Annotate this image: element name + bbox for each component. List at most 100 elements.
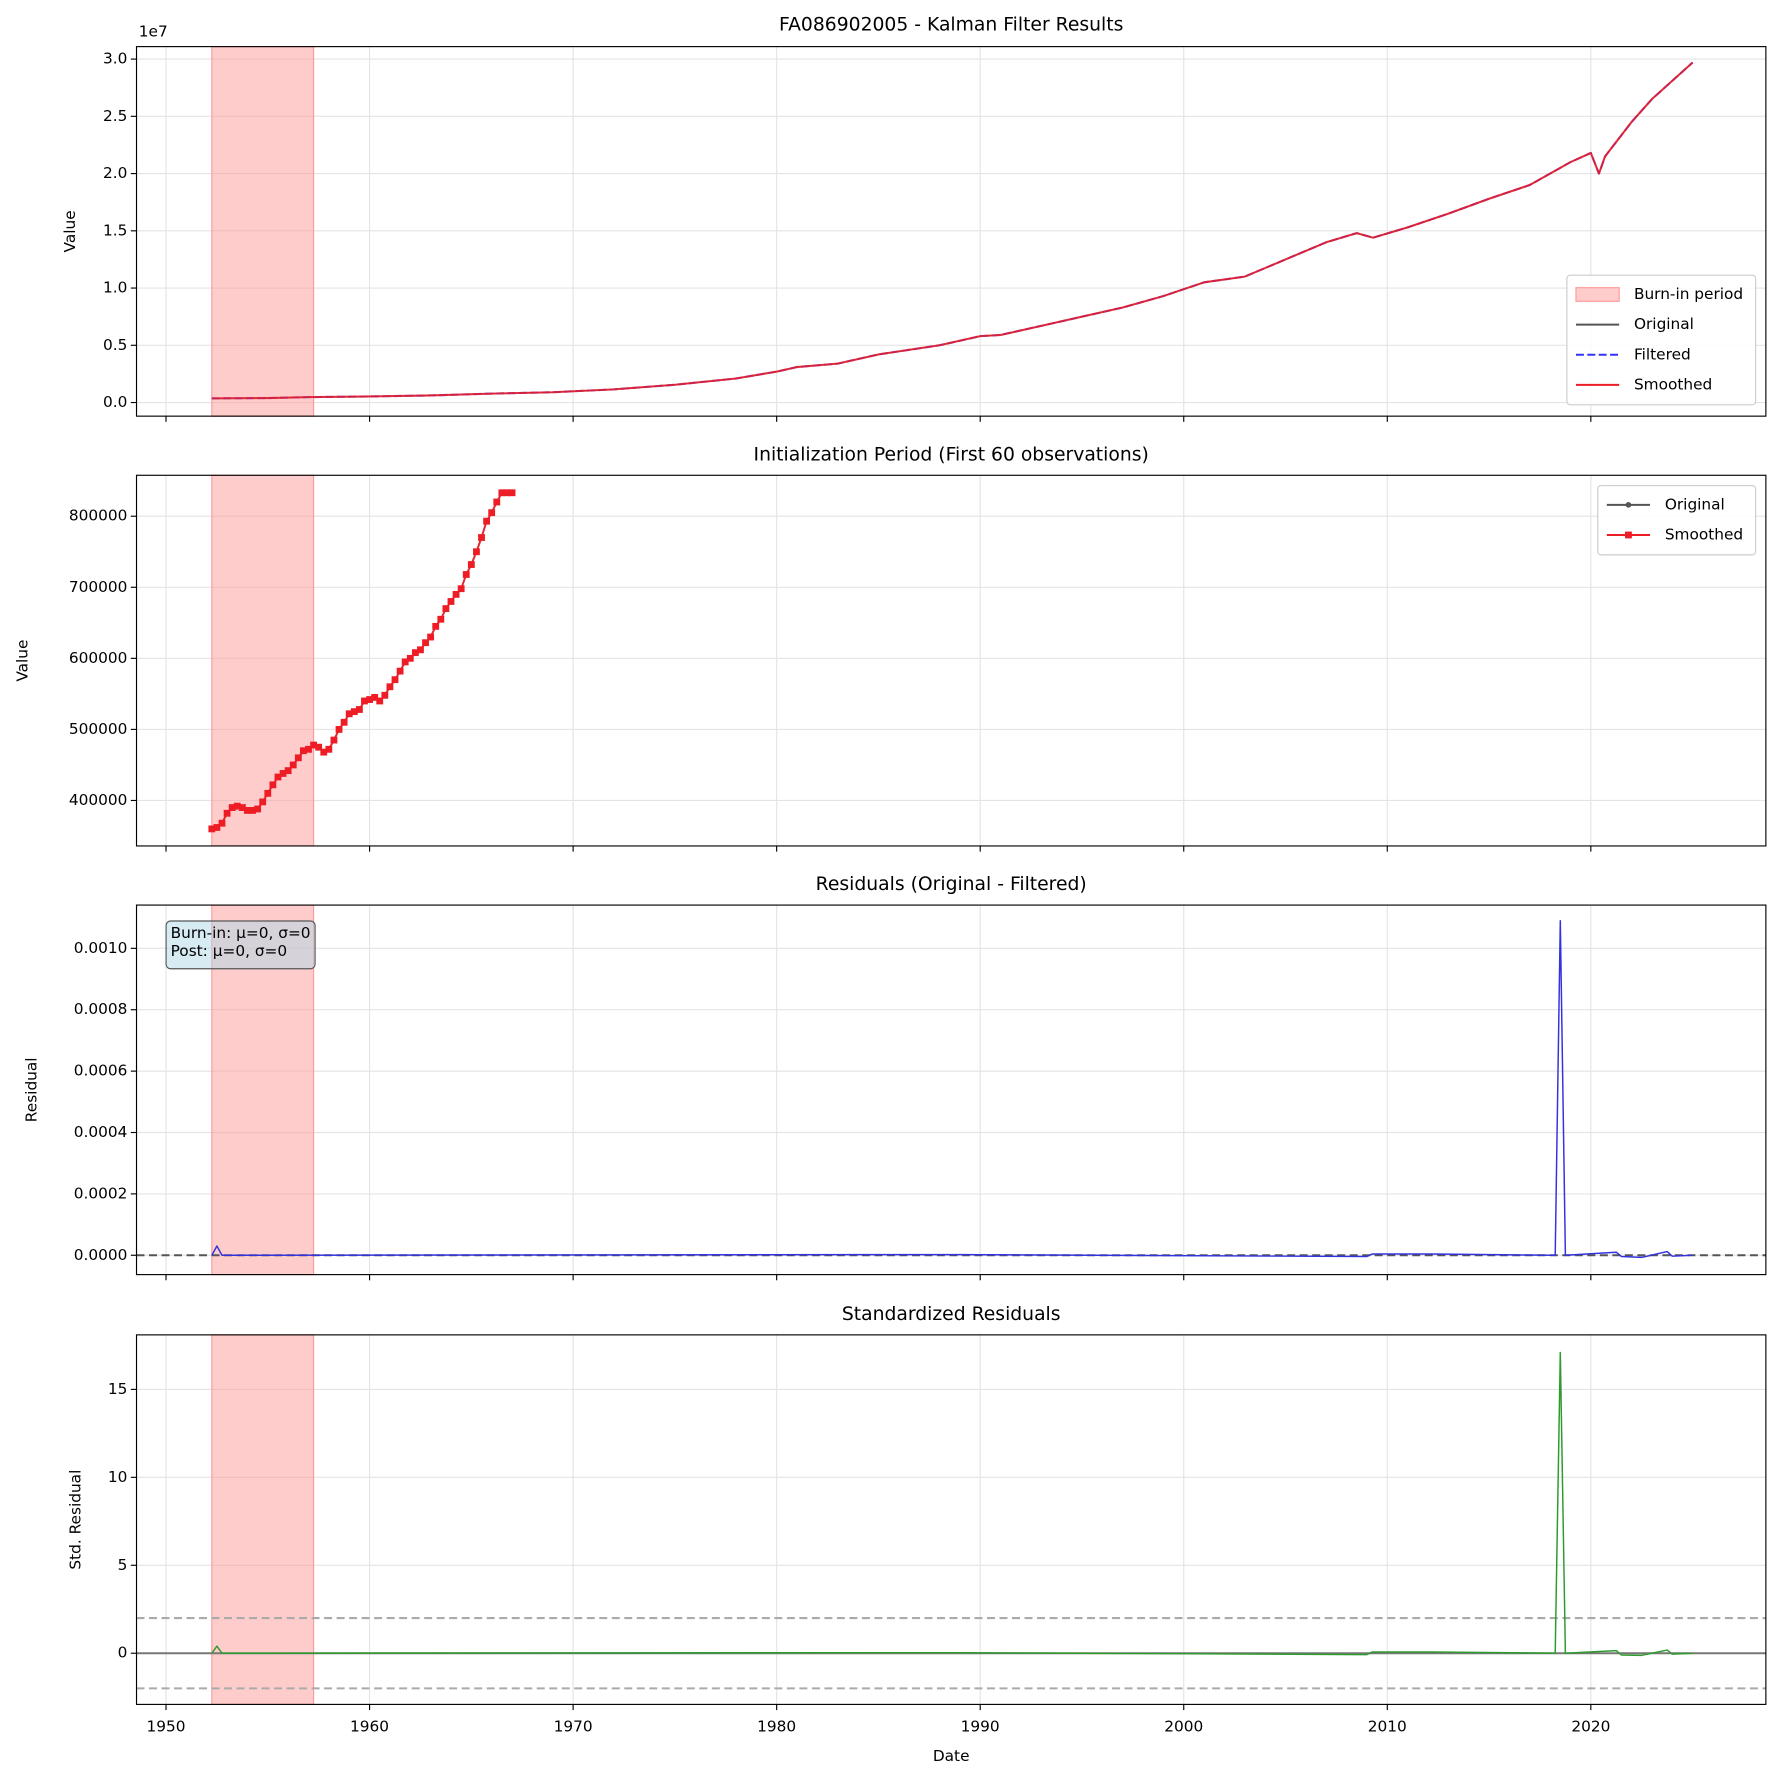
x-tick-label: 2010 bbox=[1368, 1718, 1407, 1736]
legend-label: Filtered bbox=[1634, 345, 1691, 363]
marker bbox=[366, 696, 373, 703]
marker bbox=[355, 706, 363, 713]
y-tick-label: 2.0 bbox=[103, 164, 127, 182]
data-line bbox=[211, 1351, 1693, 1657]
x-tick-label: 1990 bbox=[961, 1718, 1000, 1736]
marker bbox=[223, 809, 231, 817]
marker bbox=[432, 622, 440, 630]
marker bbox=[508, 489, 516, 497]
marker bbox=[371, 694, 379, 701]
annotation-text: Burn-in: μ=0, σ=0 bbox=[171, 924, 311, 942]
marker bbox=[284, 767, 292, 775]
y-tick-label: 0.5 bbox=[103, 336, 127, 354]
marker bbox=[467, 561, 475, 568]
marker bbox=[345, 710, 353, 718]
marker bbox=[411, 649, 419, 657]
marker bbox=[274, 773, 282, 781]
marker bbox=[361, 697, 368, 705]
y-tick-label: 0.0008 bbox=[74, 1000, 128, 1018]
marker bbox=[483, 517, 491, 525]
y-tick-label: 1.5 bbox=[103, 221, 127, 239]
y-tick-label: 0 bbox=[118, 1644, 128, 1662]
marker bbox=[478, 534, 485, 541]
marker bbox=[244, 807, 251, 814]
data-line bbox=[211, 919, 1693, 1259]
marker bbox=[422, 639, 429, 647]
marker bbox=[264, 789, 272, 797]
x-tick-label: 1960 bbox=[350, 1718, 389, 1736]
chart-title: Standardized Residuals bbox=[842, 1304, 1061, 1325]
burn-in-span bbox=[211, 474, 315, 847]
y-tick-label: 0.0004 bbox=[74, 1123, 128, 1141]
plot-frame bbox=[135, 1334, 1767, 1705]
y-axis-label: Std. Residual bbox=[67, 1470, 85, 1570]
marker bbox=[488, 509, 496, 517]
x-tick-label: 1950 bbox=[147, 1718, 186, 1736]
chart-title: Residuals (Original - Filtered) bbox=[816, 874, 1087, 895]
marker bbox=[228, 804, 236, 811]
plot-frame bbox=[135, 474, 1767, 847]
burn-in-span bbox=[211, 1334, 315, 1705]
x-tick-label: 2020 bbox=[1571, 1718, 1610, 1736]
marker bbox=[350, 708, 358, 716]
plot-frame bbox=[135, 46, 1767, 417]
legend-label: Burn-in period bbox=[1634, 285, 1743, 303]
chart-title: FA086902005 - Kalman Filter Results bbox=[779, 15, 1123, 36]
marker bbox=[376, 697, 384, 705]
legend-label: Smoothed bbox=[1665, 525, 1743, 543]
y-tick-label: 10 bbox=[108, 1468, 128, 1486]
legend: Burn-in period Original Filtered Smoothed bbox=[1566, 274, 1757, 406]
y-tick-label: 0.0 bbox=[103, 393, 127, 411]
y-tick-label: 700000 bbox=[69, 578, 128, 596]
y-tick-label: 500000 bbox=[69, 720, 128, 738]
marker bbox=[452, 590, 460, 598]
marker bbox=[233, 802, 241, 810]
marker bbox=[279, 770, 287, 777]
y-tick-label: 600000 bbox=[69, 649, 128, 667]
marker bbox=[218, 819, 226, 827]
marker bbox=[254, 805, 262, 813]
y-tick-label: 400000 bbox=[69, 791, 128, 809]
marker bbox=[208, 825, 216, 833]
marker bbox=[406, 654, 414, 662]
marker bbox=[340, 718, 348, 726]
legend-marker bbox=[1625, 501, 1632, 508]
y-tick-label: 1.0 bbox=[103, 279, 127, 297]
marker bbox=[330, 736, 338, 744]
marker bbox=[493, 498, 501, 506]
burn-in-span bbox=[211, 46, 315, 417]
x-tick-label: 1980 bbox=[757, 1718, 796, 1736]
marker bbox=[442, 605, 450, 613]
marker bbox=[386, 683, 394, 691]
y-tick-label: 15 bbox=[108, 1380, 128, 1398]
marker bbox=[417, 646, 424, 654]
legend: Original Smoothed bbox=[1597, 484, 1757, 556]
marker bbox=[305, 745, 312, 753]
panel: Standardized Residuals Std. Residual Date 1… bbox=[67, 1304, 1767, 1765]
y-tick-label: 2.5 bbox=[103, 107, 127, 125]
y-tick-label: 0.0000 bbox=[74, 1246, 128, 1264]
y-tick-label: 0.0006 bbox=[74, 1062, 128, 1080]
marker bbox=[269, 781, 277, 789]
legend-box bbox=[1566, 274, 1757, 406]
y-axis-label: Value bbox=[61, 210, 79, 252]
legend-label: Original bbox=[1634, 315, 1694, 333]
x-tick-label: 2000 bbox=[1164, 1718, 1203, 1736]
marker bbox=[457, 585, 465, 593]
marker bbox=[335, 725, 343, 733]
annotation-box bbox=[165, 920, 316, 970]
axis-offset: 1e7 bbox=[139, 22, 168, 40]
panel: Initialization Period (First 60 observat… bbox=[13, 444, 1767, 852]
marker bbox=[503, 489, 511, 497]
legend-label: Original bbox=[1665, 495, 1725, 513]
marker bbox=[300, 747, 307, 755]
y-axis-label: Value bbox=[13, 640, 31, 682]
legend-marker bbox=[1625, 531, 1632, 539]
legend-swatch bbox=[1575, 287, 1620, 302]
marker bbox=[238, 804, 246, 811]
legend-label: Smoothed bbox=[1634, 375, 1712, 393]
plot-frame bbox=[135, 904, 1767, 1276]
x-axis-label: Date bbox=[933, 1747, 970, 1765]
